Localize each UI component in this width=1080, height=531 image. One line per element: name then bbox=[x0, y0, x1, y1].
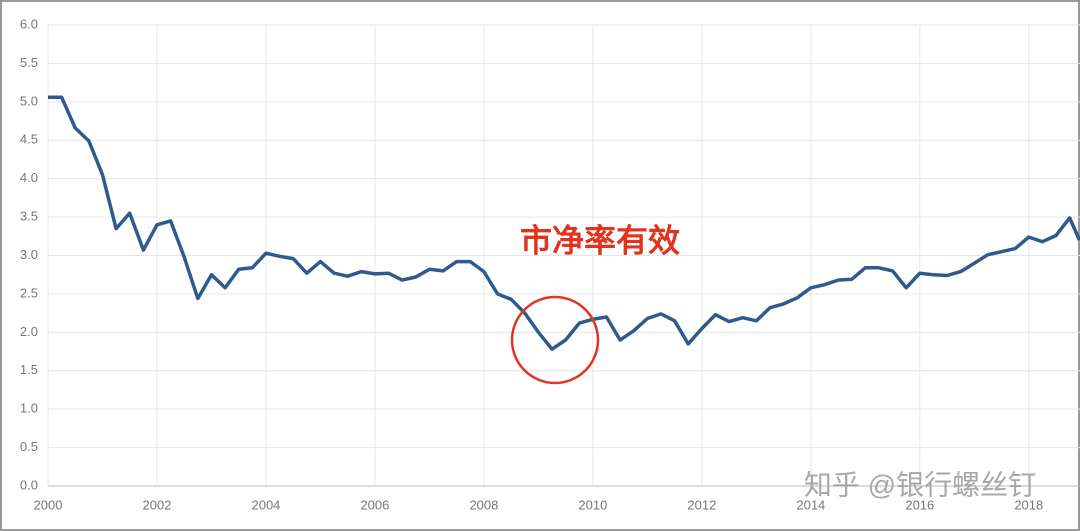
y-tick-label: 2.5 bbox=[20, 285, 38, 300]
y-tick-label: 1.5 bbox=[20, 362, 38, 377]
y-tick-label: 4.5 bbox=[20, 132, 38, 147]
y-tick-label: 1.0 bbox=[20, 401, 38, 416]
y-tick-label: 6.0 bbox=[20, 16, 38, 31]
y-tick-label: 5.0 bbox=[20, 93, 38, 108]
y-tick-label: 3.0 bbox=[20, 247, 38, 262]
x-tick-label: 2008 bbox=[469, 497, 498, 512]
x-tick-label: 2006 bbox=[360, 497, 389, 512]
line bbox=[48, 95, 1080, 351]
watermark: 知乎 @银行螺丝钉 bbox=[804, 469, 1036, 500]
y-tick-label: 0.5 bbox=[20, 439, 38, 454]
x-tick-label: 2002 bbox=[143, 497, 172, 512]
x-tick-label: 2000 bbox=[34, 497, 63, 512]
x-tick-label: 2010 bbox=[578, 497, 607, 512]
y-tick-label: 2.0 bbox=[20, 324, 38, 339]
plot: 0.0 0.5 1.0 1.5 2.0 2.5 3.0 3.5 4.0 4.5 5.0 5.5 6.0 2… bbox=[20, 16, 1080, 512]
highlight-circle bbox=[510, 295, 600, 385]
x-tick-label: 2018 bbox=[1014, 497, 1043, 512]
y-tick-label: 3.5 bbox=[20, 209, 38, 224]
x-tick-label: 2004 bbox=[251, 497, 280, 512]
x-tick-label: 2014 bbox=[796, 497, 825, 512]
x-tick-label: 2016 bbox=[905, 497, 934, 512]
annotation: 市净率有效 bbox=[520, 222, 680, 258]
y-tick-label: 5.5 bbox=[20, 55, 38, 70]
x-tick-label: 2012 bbox=[687, 497, 716, 512]
y-tick-label: 0.0 bbox=[20, 477, 38, 492]
y-tick-label: 4.0 bbox=[20, 170, 38, 185]
